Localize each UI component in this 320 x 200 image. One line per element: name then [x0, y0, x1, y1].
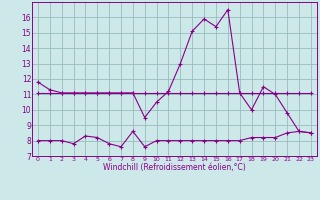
X-axis label: Windchill (Refroidissement éolien,°C): Windchill (Refroidissement éolien,°C): [103, 163, 246, 172]
